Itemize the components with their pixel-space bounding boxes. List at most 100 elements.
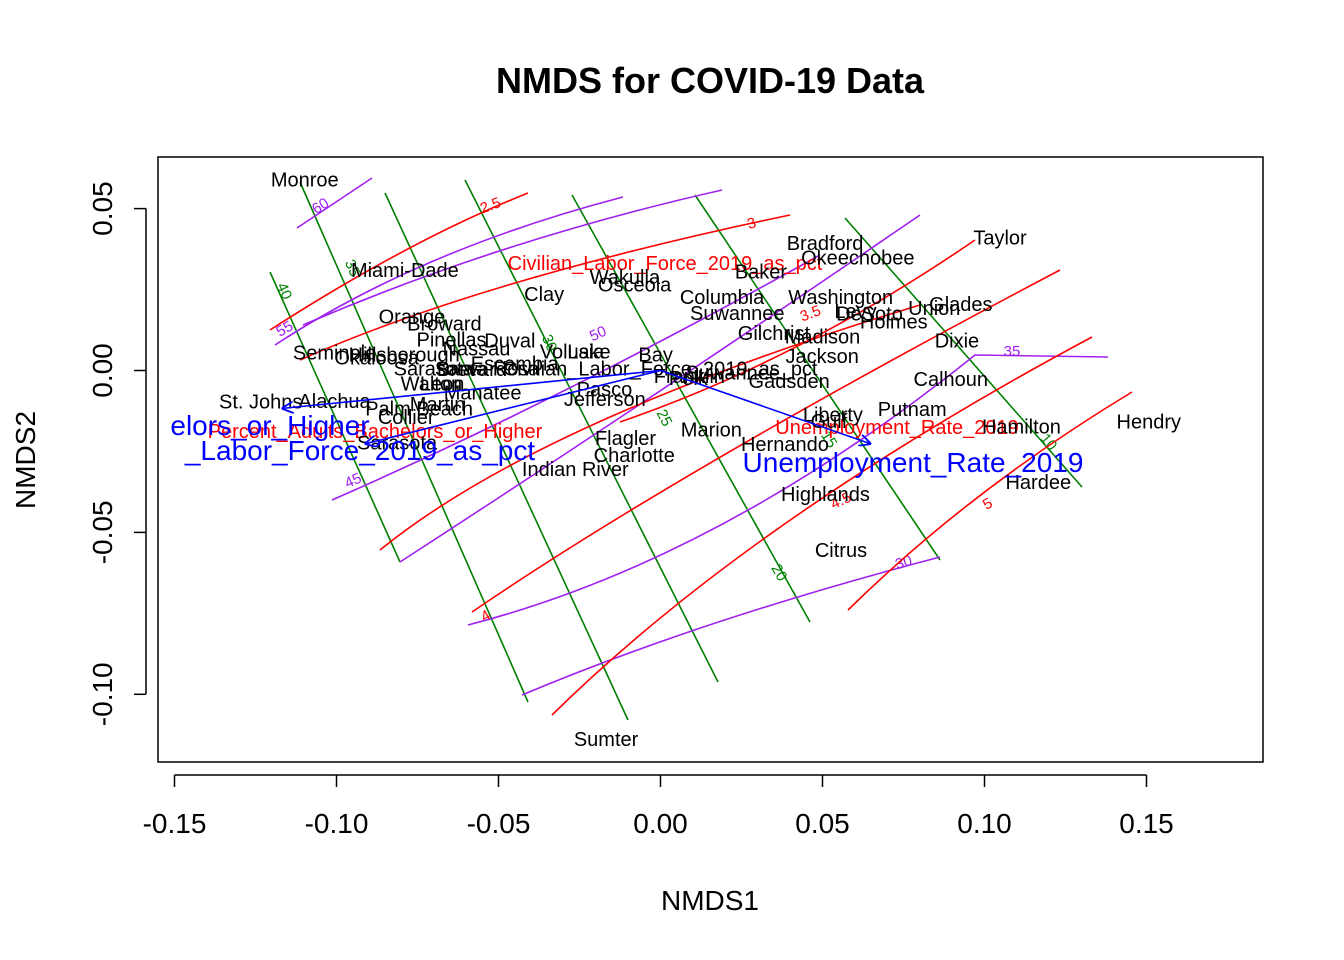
x-tick-label: 0.05 xyxy=(795,808,850,839)
green-contour-label: 40 xyxy=(273,280,295,302)
x-tick-label: -0.10 xyxy=(305,808,369,839)
site-label: Suwannee xyxy=(690,303,785,325)
surface-label: Civilian_Labor_Force_2019_as_pct xyxy=(508,253,823,275)
green-contour-label: 30 xyxy=(538,332,560,354)
vector-arrow xyxy=(283,369,661,409)
site-label: Orange xyxy=(379,306,446,328)
site-label: Marion xyxy=(681,420,742,442)
site-label: Washington xyxy=(788,287,893,309)
site-label: Columbia xyxy=(680,287,765,309)
purple-contour-label: 50 xyxy=(587,323,609,345)
site-label: Gilchrist xyxy=(738,323,811,345)
y-tick-label: 0.05 xyxy=(87,181,118,236)
green-contour-label: 20 xyxy=(767,561,790,584)
site-label: Okaloosa xyxy=(334,347,419,369)
red-contour-line xyxy=(299,214,791,361)
vector-arrow xyxy=(660,369,871,444)
site-label: DeSoto xyxy=(836,304,903,326)
site-label: Collier xyxy=(378,407,435,429)
site-label: Sarasota xyxy=(394,358,475,380)
site-label: Madison xyxy=(785,327,861,349)
site-labels: Monroe Miami-Dade OrangeBrowardPinellasDuv… xyxy=(219,169,1181,751)
site-label: Nassau xyxy=(443,339,511,361)
red-contour-label: 4 xyxy=(478,607,494,626)
site-label: Jefferson xyxy=(564,389,646,411)
site-label: Putnam xyxy=(878,399,947,421)
site-label: Citrus xyxy=(815,540,867,562)
site-label: Liberty xyxy=(803,404,863,426)
y-axis-label: NMDS2 xyxy=(10,411,41,509)
purple-contour-line xyxy=(467,354,1109,626)
site-label: Gadsden xyxy=(749,371,830,393)
site-label: Monroe xyxy=(271,169,339,191)
chart-title: NMDS for COVID-19 Data xyxy=(496,60,925,101)
site-label: Charlotte xyxy=(594,445,675,467)
red-contour-line xyxy=(619,239,976,423)
site-label: Baker xyxy=(735,261,788,283)
purple-contour-label: 35 xyxy=(1004,343,1021,360)
red-contour-line xyxy=(471,269,1061,613)
red-contour-line xyxy=(269,192,529,331)
purple-contour-line xyxy=(296,177,373,229)
site-label: Hamilton xyxy=(982,417,1061,439)
site-label: Flagler xyxy=(595,428,656,450)
site-label: Alachua xyxy=(298,391,371,413)
green-contour-line xyxy=(844,217,1083,488)
site-label: Palm Beach xyxy=(365,399,473,421)
purple-contour-line xyxy=(521,556,941,696)
green-contour-line xyxy=(269,271,401,563)
site-label: Holmes xyxy=(860,312,928,334)
x-tick-label: 0.10 xyxy=(957,808,1012,839)
site-label: Leon xyxy=(420,374,465,396)
site-label: Union xyxy=(908,298,960,320)
site-label: Dixie xyxy=(935,331,979,353)
site-label: Duval xyxy=(484,331,535,353)
x-tick-label: -0.05 xyxy=(467,808,531,839)
y-tick-label: -0.05 xyxy=(87,500,118,564)
site-label: Okeechobee xyxy=(801,248,914,270)
site-label: Martin xyxy=(410,394,466,416)
site-label: Polk xyxy=(669,368,709,390)
site-label: Bay xyxy=(638,345,672,367)
y-tick-label: -0.10 xyxy=(87,662,118,726)
purple-contour-label: 60 xyxy=(309,195,332,218)
site-label: Wakulla xyxy=(590,267,661,289)
x-tick-label: 0.15 xyxy=(1119,808,1174,839)
site-label: Clay xyxy=(524,284,564,306)
vector-label: Unemployment_Rate_2019 xyxy=(743,447,1084,478)
site-label: Sumter xyxy=(574,729,639,751)
green-contour-line xyxy=(464,179,719,683)
site-label: Volusia xyxy=(540,342,605,364)
site-label: Hernando xyxy=(741,434,829,456)
red-contour-label: 2.5 xyxy=(478,194,503,217)
site-label: Glades xyxy=(929,294,992,316)
red-contour-label: 3 xyxy=(745,214,758,233)
surface-labels: Civilian_Labor_Force_2019_as_pct Percent_… xyxy=(208,253,1019,443)
green-contour-line xyxy=(299,181,529,703)
purple-contour-line xyxy=(331,254,821,501)
site-label: Civilian_Labor_Force_2019_as_pct xyxy=(503,358,818,380)
site-label: Hendry xyxy=(1117,412,1181,434)
site-label: Bradford xyxy=(787,233,864,255)
y-axis: -0.10 -0.05 0.00 0.05 xyxy=(87,181,147,726)
site-label: Taylor xyxy=(973,228,1027,250)
site-label: Santa Rosa xyxy=(435,358,540,380)
y-tick-label: 0.00 xyxy=(87,343,118,398)
site-label: Brevard xyxy=(437,359,507,381)
vectors: elors_or_Higher_Labor_Force_2019_as_pct U… xyxy=(170,369,1084,478)
green-contour-label: 15 xyxy=(817,428,840,451)
site-label: Miami-Dade xyxy=(351,260,459,282)
red-contour-line xyxy=(847,391,1133,611)
surface-label: Percent_Adults_Bachelors_or_Higher xyxy=(208,421,543,443)
site-label: Hardee xyxy=(1005,472,1071,494)
site-label: Seminole xyxy=(293,343,376,365)
site-label: Hillsborough xyxy=(349,345,460,367)
purple-contour-line xyxy=(302,189,723,326)
x-tick-label: -0.15 xyxy=(143,808,207,839)
site-label: Indian River xyxy=(522,459,629,481)
x-axis-label: NMDS1 xyxy=(661,885,759,916)
site-label: Osceola xyxy=(598,275,672,297)
